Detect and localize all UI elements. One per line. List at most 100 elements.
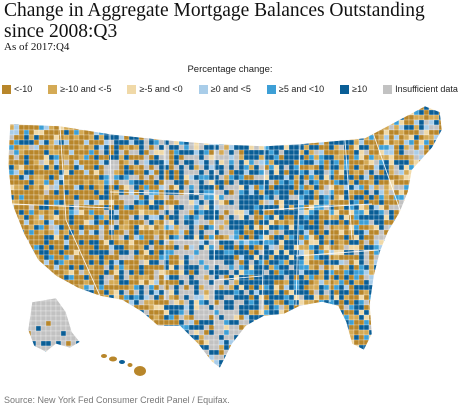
county-cell	[198, 124, 205, 131]
county-cell	[18, 274, 25, 281]
county-cell	[208, 304, 215, 311]
county-cell	[83, 174, 90, 181]
county-cell	[153, 154, 160, 161]
county-cell	[148, 304, 155, 311]
county-cell	[153, 269, 160, 276]
county-cell	[413, 199, 420, 206]
county-cell	[398, 324, 405, 331]
county-cell	[83, 189, 90, 196]
county-cell	[303, 294, 310, 301]
county-cell	[179, 100, 184, 105]
county-cell	[83, 209, 90, 216]
county-cell	[293, 244, 300, 251]
county-cell	[308, 334, 315, 341]
county-cell	[418, 229, 425, 236]
county-cell	[338, 169, 345, 176]
county-cell	[303, 134, 310, 141]
county-cell	[228, 344, 235, 351]
county-cell	[268, 289, 275, 296]
county-cell	[268, 139, 275, 146]
county-cell	[193, 214, 200, 221]
county-cell	[148, 319, 155, 326]
county-cell	[348, 164, 355, 171]
county-cell	[433, 349, 440, 356]
county-cell	[393, 234, 400, 241]
county-cell	[28, 289, 35, 296]
county-cell	[78, 139, 85, 146]
county-cell	[68, 314, 75, 321]
county-cell	[73, 119, 80, 126]
county-cell	[108, 154, 115, 161]
county-cell	[418, 106, 425, 111]
county-cell	[273, 349, 280, 356]
county-cell	[393, 334, 400, 341]
county-cell	[138, 239, 145, 246]
county-cell	[378, 314, 385, 321]
county-cell	[433, 354, 440, 361]
county-cell	[268, 264, 275, 271]
county-cell	[103, 279, 110, 286]
county-cell	[343, 244, 350, 251]
county-cell	[439, 100, 444, 105]
county-cell	[243, 314, 250, 321]
county-cell	[328, 144, 335, 151]
county-cell	[83, 199, 90, 206]
county-cell	[93, 229, 100, 236]
county-cell	[333, 359, 340, 366]
county-cell	[13, 314, 20, 321]
county-cell	[68, 359, 75, 366]
county-cell	[193, 279, 200, 286]
county-cell	[333, 199, 340, 206]
county-cell	[318, 114, 325, 121]
county-cell	[28, 169, 35, 176]
county-cell	[113, 159, 120, 166]
county-cell	[413, 284, 420, 291]
county-cell	[353, 214, 360, 221]
county-cell	[358, 259, 365, 266]
county-cell	[278, 279, 285, 286]
county-cell	[373, 109, 380, 116]
county-cell	[223, 154, 230, 161]
county-cell	[418, 214, 425, 221]
county-cell	[83, 149, 90, 156]
county-cell	[38, 144, 45, 151]
county-cell	[318, 224, 325, 231]
county-cell	[8, 344, 15, 351]
county-cell	[73, 169, 80, 176]
county-cell	[23, 289, 30, 296]
county-cell	[278, 264, 285, 271]
county-cell	[383, 106, 390, 111]
county-cell	[113, 144, 120, 151]
county-cell	[23, 194, 30, 201]
county-cell	[354, 100, 359, 105]
county-cell	[168, 229, 175, 236]
county-cell	[173, 124, 180, 131]
county-cell	[253, 249, 260, 256]
county-cell	[288, 314, 295, 321]
county-cell	[399, 370, 404, 375]
county-cell	[38, 279, 45, 286]
county-cell	[363, 259, 370, 266]
county-cell	[178, 339, 185, 346]
county-cell	[193, 224, 200, 231]
county-cell	[133, 144, 140, 151]
county-cell	[258, 364, 265, 368]
county-cell	[438, 239, 442, 246]
county-cell	[278, 164, 285, 171]
county-cell	[75, 305, 80, 312]
county-cell	[78, 134, 85, 141]
county-cell	[233, 209, 240, 216]
county-cell	[183, 319, 190, 326]
county-cell	[63, 354, 70, 361]
county-cell	[198, 114, 205, 121]
county-cell	[283, 229, 290, 236]
county-cell	[148, 149, 155, 156]
county-cell	[208, 324, 215, 331]
county-cell	[298, 219, 305, 226]
county-cell	[253, 164, 260, 171]
county-cell	[388, 204, 395, 211]
county-cell	[268, 224, 275, 231]
county-cell	[353, 364, 360, 368]
county-cell	[198, 354, 205, 361]
county-cell	[28, 298, 32, 302]
